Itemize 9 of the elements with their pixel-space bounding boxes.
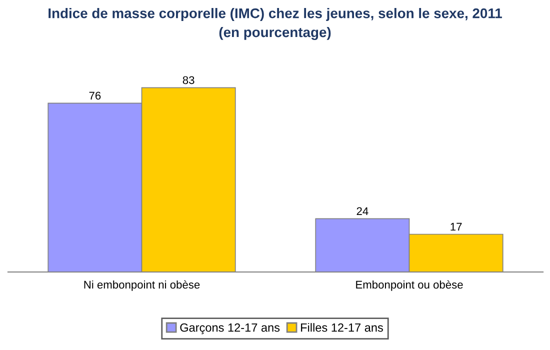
data-label: 76: [89, 92, 101, 100]
data-label: 24: [356, 207, 368, 215]
data-label: 83: [182, 76, 194, 84]
x-tick-label: Ni embonpoint ni obèse: [84, 280, 200, 291]
legend-label: Filles 12-17 ans: [301, 323, 383, 332]
legend-label: Garçons 12-17 ans: [180, 323, 280, 334]
x-tick-label: Embonpoint ou obèse: [356, 280, 463, 291]
data-label: 17: [450, 222, 462, 231]
chart-title: Indice de masse corporelle (IMC) chez les jeunes, selon le sexe, 2011 (en pourcentage): [48, 8, 502, 40]
